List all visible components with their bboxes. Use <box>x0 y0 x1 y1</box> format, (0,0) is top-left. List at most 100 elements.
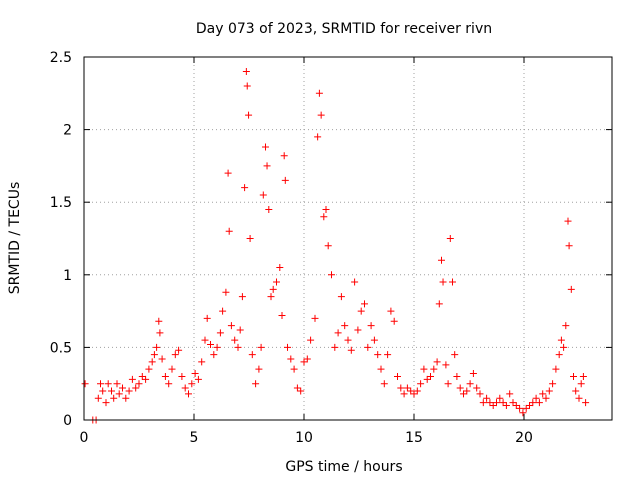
data-point <box>499 399 507 407</box>
data-point <box>97 380 104 388</box>
data-point <box>145 365 153 373</box>
data-point <box>201 336 209 344</box>
data-point <box>377 365 385 373</box>
data-point <box>552 365 560 373</box>
data-point <box>347 346 355 354</box>
data-point <box>227 322 235 330</box>
data-point <box>451 351 459 359</box>
data-point <box>400 390 408 398</box>
data-point <box>203 314 211 322</box>
data-point <box>479 399 487 407</box>
data-point <box>582 399 590 407</box>
data-point <box>516 404 524 412</box>
data-point <box>519 409 527 417</box>
data-point <box>315 89 323 97</box>
data-point <box>486 399 494 407</box>
data-point <box>222 288 230 296</box>
data-point <box>128 375 136 383</box>
data-point <box>245 111 253 119</box>
data-point <box>493 399 500 407</box>
data-point <box>476 390 484 398</box>
data-point <box>367 322 375 330</box>
data-point <box>433 358 441 366</box>
data-point <box>442 361 450 369</box>
data-point <box>300 358 308 366</box>
data-point <box>557 336 565 344</box>
data-point <box>324 242 332 250</box>
data-point <box>242 68 250 76</box>
data-point <box>207 340 214 348</box>
grid-layer <box>84 57 612 420</box>
x-tick-label: 20 <box>515 430 533 446</box>
data-point <box>555 351 563 359</box>
data-point <box>259 191 267 199</box>
data-point <box>191 370 199 378</box>
data-point <box>545 387 553 395</box>
data-point <box>460 390 467 398</box>
data-point <box>142 375 150 383</box>
data-point <box>535 399 543 407</box>
data-point <box>284 343 291 351</box>
data-point <box>150 351 158 359</box>
y-tick-label: 0 <box>63 413 72 429</box>
data-point <box>502 401 510 409</box>
data-point <box>331 343 339 351</box>
data-point <box>532 394 540 402</box>
data-point <box>311 314 319 322</box>
data-point <box>314 133 322 141</box>
data-point <box>234 343 242 351</box>
data-point <box>293 384 301 392</box>
data-point <box>171 351 179 359</box>
data-point <box>397 384 405 392</box>
x-axis-title: GPS time / hours <box>285 459 402 475</box>
data-point <box>466 380 474 388</box>
data-point <box>248 351 256 359</box>
data-point <box>135 380 143 388</box>
data-point <box>564 217 572 225</box>
data-point <box>463 387 471 395</box>
y-axis-title: SRMTID / TECUs <box>7 182 23 295</box>
data-point <box>198 358 206 366</box>
data-point <box>273 278 280 286</box>
data-point <box>276 264 284 272</box>
data-point <box>213 343 221 351</box>
data-point <box>560 343 568 351</box>
data-point <box>210 351 218 359</box>
data-point <box>138 372 146 380</box>
data-point <box>417 380 425 388</box>
data-point <box>153 343 161 351</box>
data-point <box>110 394 118 402</box>
data-point <box>241 184 249 192</box>
x-tick-label: 10 <box>295 430 313 446</box>
data-point <box>181 384 189 392</box>
data-point <box>439 278 447 286</box>
data-point <box>575 394 583 402</box>
data-point <box>194 375 202 383</box>
data-point <box>539 390 547 398</box>
data-point <box>99 387 107 395</box>
data-point <box>262 143 269 151</box>
data-point <box>469 370 477 378</box>
data-point <box>236 326 244 334</box>
data-point <box>269 285 277 293</box>
data-point <box>263 162 271 170</box>
data-point <box>489 401 497 409</box>
data-point <box>132 384 140 392</box>
data-point <box>384 351 392 359</box>
data-point <box>280 152 288 160</box>
data-point <box>438 256 445 264</box>
data-point <box>403 384 411 392</box>
data-point <box>185 390 192 398</box>
data-point <box>246 235 254 242</box>
data-point <box>113 380 121 388</box>
data-point <box>122 394 130 402</box>
data-point <box>287 355 295 363</box>
data-point <box>281 176 289 184</box>
data-point <box>322 205 330 213</box>
data-point <box>407 387 415 395</box>
data-point <box>188 380 196 388</box>
x-tick-label: 5 <box>190 430 199 446</box>
data-point <box>549 380 557 388</box>
data-point <box>351 278 359 286</box>
